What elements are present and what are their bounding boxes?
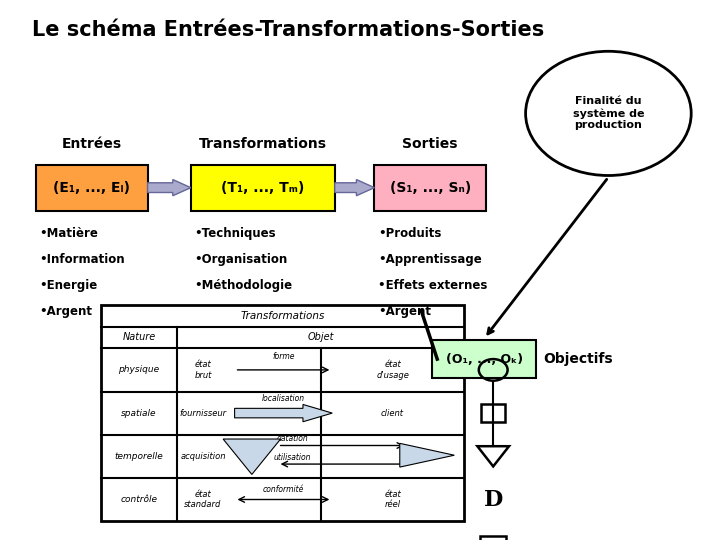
- Ellipse shape: [526, 51, 691, 176]
- Polygon shape: [235, 404, 332, 422]
- Text: (S₁, ..., Sₙ): (S₁, ..., Sₙ): [390, 181, 471, 194]
- Text: •Produits: •Produits: [378, 227, 441, 240]
- Text: Le schéma Entrées-Transformations-Sorties: Le schéma Entrées-Transformations-Sortie…: [32, 19, 544, 40]
- Polygon shape: [223, 439, 281, 475]
- Text: •Effets externes: •Effets externes: [378, 279, 487, 292]
- Text: (E₁, ..., Eₗ): (E₁, ..., Eₗ): [53, 181, 130, 194]
- Text: •Argent: •Argent: [40, 305, 93, 318]
- Text: temporelle: temporelle: [114, 452, 163, 461]
- Bar: [480, 536, 506, 540]
- Bar: [101, 305, 464, 521]
- Text: Entrées: Entrées: [62, 137, 122, 151]
- Text: état
brut: état brut: [194, 360, 212, 380]
- Text: état
d'usage: état d'usage: [376, 360, 409, 380]
- Text: •Organisation: •Organisation: [194, 253, 288, 266]
- Text: •Information: •Information: [40, 253, 125, 266]
- Text: Sorties: Sorties: [402, 137, 458, 151]
- Bar: [481, 404, 505, 422]
- Text: acquisition: acquisition: [180, 452, 226, 461]
- Text: utilisation: utilisation: [274, 453, 311, 462]
- Text: Objet: Objet: [307, 333, 334, 342]
- Text: localisation: localisation: [262, 394, 305, 403]
- Text: Transformations: Transformations: [240, 311, 325, 321]
- Bar: [374, 165, 486, 211]
- Text: fournisseur: fournisseur: [179, 409, 227, 417]
- Text: (O₁, ..., Oₖ): (O₁, ..., Oₖ): [446, 353, 523, 366]
- Text: •Apprentissage: •Apprentissage: [378, 253, 482, 266]
- Polygon shape: [335, 179, 374, 195]
- Text: Nature: Nature: [122, 333, 156, 342]
- Text: Transformations: Transformations: [199, 137, 327, 151]
- Text: (T₁, ..., Tₘ): (T₁, ..., Tₘ): [221, 181, 305, 194]
- Bar: [191, 165, 335, 211]
- Text: •Energie: •Energie: [40, 279, 98, 292]
- Text: •Méthodologie: •Méthodologie: [194, 279, 292, 292]
- Text: datation: datation: [276, 434, 308, 443]
- Text: client: client: [381, 409, 404, 417]
- Text: •Matière: •Matière: [40, 227, 99, 240]
- Polygon shape: [148, 179, 191, 195]
- Text: Objectifs: Objectifs: [544, 352, 613, 366]
- Text: •Techniques: •Techniques: [194, 227, 276, 240]
- Text: contrôle: contrôle: [120, 495, 158, 504]
- Text: état
réel: état réel: [384, 490, 401, 509]
- Text: conformité: conformité: [263, 485, 304, 494]
- Text: Finalité du
système de
production: Finalité du système de production: [572, 97, 644, 130]
- Text: D: D: [484, 489, 503, 510]
- Bar: [36, 165, 148, 211]
- Text: état
standard: état standard: [184, 490, 222, 509]
- Polygon shape: [400, 443, 454, 467]
- Bar: [432, 340, 536, 378]
- Text: •Argent: •Argent: [378, 305, 431, 318]
- Text: physique: physique: [118, 366, 160, 374]
- Text: spatiale: spatiale: [121, 409, 157, 417]
- Text: forme: forme: [272, 352, 294, 361]
